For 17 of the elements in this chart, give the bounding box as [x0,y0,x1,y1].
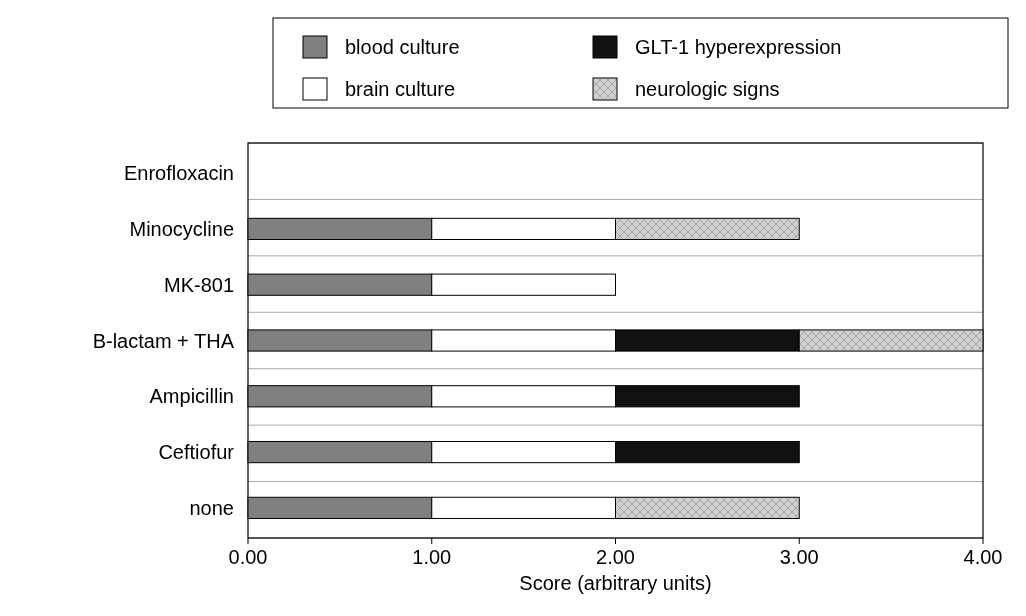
x-tick-label: 1.00 [412,546,452,568]
x-tick-label: 0.00 [228,546,268,568]
legend-label: blood culture [345,36,460,58]
legend-label: GLT-1 hyperexpression [635,36,842,58]
legend-label: brain culture [345,78,456,100]
y-tick-label: Enrofloxacin [123,162,234,185]
legend-label: neurologic signs [635,78,780,100]
y-tick-label: MK-801 [163,273,234,296]
y-tick-label: none [189,496,234,519]
x-axis-title: Score (arbitrary units) [519,572,712,594]
x-tick-label: 2.00 [596,546,635,568]
y-tick-label: Ampicillin [149,385,234,408]
x-tick-label: 4.00 [963,546,1003,568]
y-tick-label: B-lactam + THA [92,329,235,352]
x-tick-label: 3.00 [779,546,819,568]
y-tick-label: Ceftiofur [158,441,235,464]
y-tick-label: Minocycline [129,217,234,240]
